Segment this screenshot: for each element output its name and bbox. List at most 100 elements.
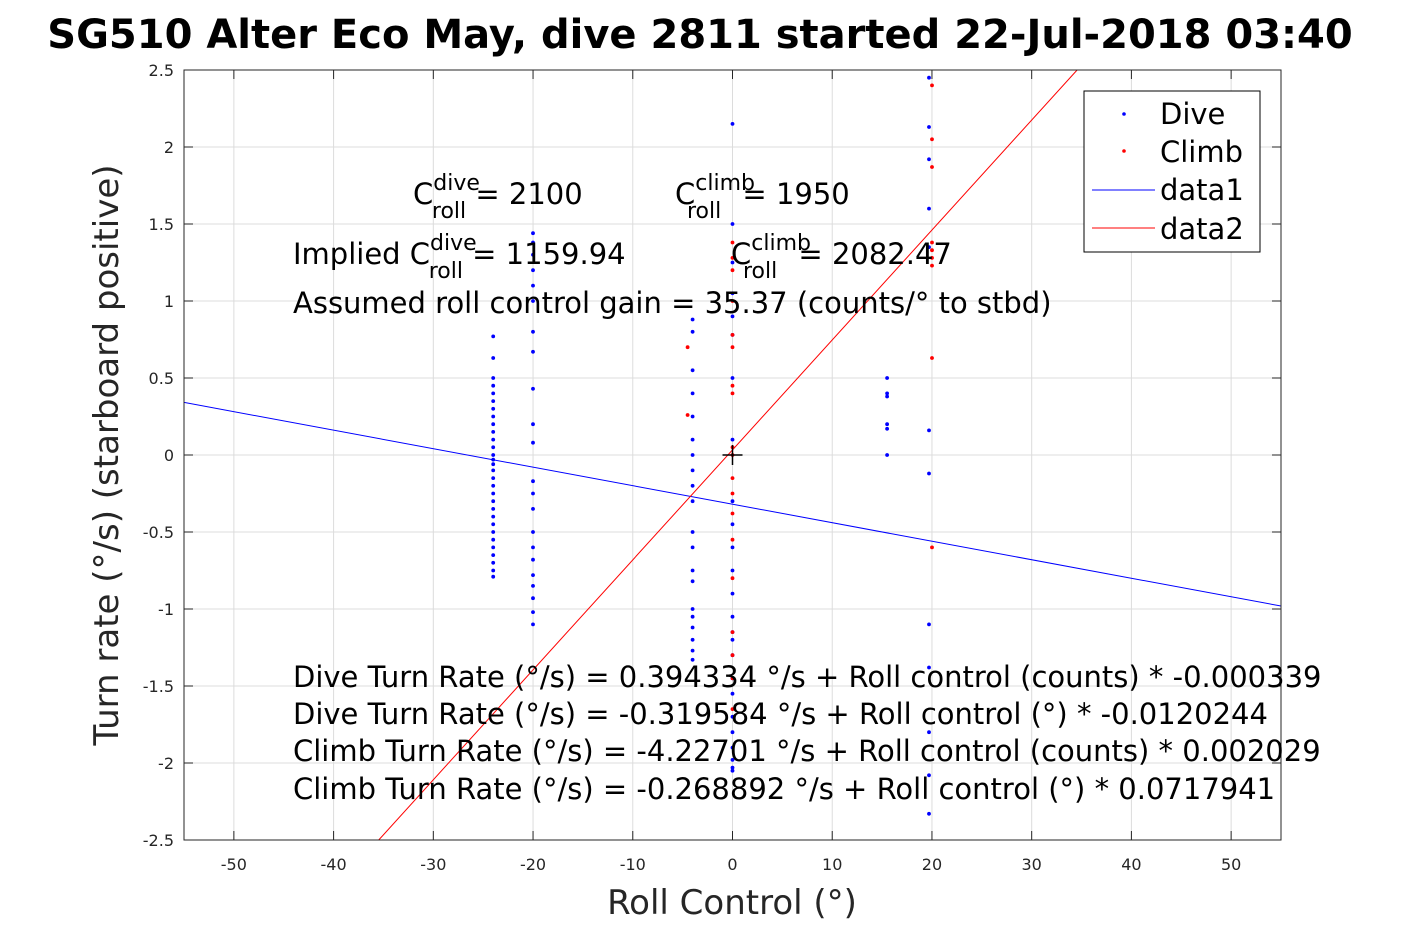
point-dive: [690, 530, 695, 534]
point-dive: [730, 637, 735, 642]
point-dive: [531, 231, 535, 236]
point-dive: [927, 811, 931, 816]
annotation-implied-climb: Cclimb roll = 2082.47: [731, 231, 952, 284]
y-tick-label: -1.5: [143, 677, 174, 696]
x-tick-labels: -50 -40 -30 -20 -10 0 10 20 30 40 50: [221, 855, 1242, 874]
point-dive: [491, 437, 496, 442]
point-dive: [491, 399, 496, 403]
point-dive: [491, 530, 496, 534]
point-dive: [491, 445, 496, 450]
point-dive: [531, 268, 535, 273]
point-climb: [930, 137, 934, 142]
annotation-implied-dive: Implied Cdive roll = 1159.94: [293, 231, 626, 284]
point-dive: [531, 573, 535, 577]
legend: Dive Climb data1 data2: [1083, 90, 1261, 253]
point-climb: [730, 676, 735, 681]
point-dive: [491, 537, 496, 542]
point-climb: [730, 707, 735, 711]
legend-data2-label: data2: [1160, 212, 1244, 246]
legend-climb-swatch: [1122, 149, 1126, 153]
point-dive: [491, 414, 496, 419]
x-tick-label: 10: [822, 855, 842, 874]
point-climb: [930, 240, 934, 245]
point-dive: [730, 758, 735, 762]
point-climb: [730, 383, 735, 388]
point-dive: [491, 422, 496, 427]
point-dive: [690, 329, 695, 334]
point-dive: [491, 383, 496, 388]
point-dive: [730, 222, 735, 226]
y-tick-label: 0: [164, 446, 174, 465]
legend-data1-label: data1: [1160, 173, 1244, 207]
point-dive: [531, 349, 535, 354]
point-climb: [730, 333, 735, 337]
x-tick-label: 0: [727, 855, 737, 874]
point-dive: [491, 491, 496, 496]
annotation-c-climb: Cclimb roll = 1950: [675, 171, 850, 224]
point-dive: [927, 206, 931, 211]
point-dive: [927, 125, 931, 129]
point-climb: [730, 240, 735, 245]
point-dive: [491, 514, 496, 519]
y-tick-label: -1: [158, 600, 174, 619]
point-climb: [730, 576, 735, 581]
point-dive: [690, 625, 695, 630]
point-dive: [885, 391, 889, 396]
point-dive: [531, 557, 535, 562]
x-tick-label: -40: [321, 855, 347, 874]
point-dive: [730, 614, 735, 619]
point-dive: [531, 283, 535, 288]
point-dive: [491, 545, 496, 550]
point-dive: [531, 479, 535, 484]
point-dive: [690, 317, 695, 322]
x-axis-label: Roll Control (°): [607, 883, 857, 923]
point-dive: [491, 406, 496, 411]
point-dive: [531, 584, 535, 588]
x-tick-label: -10: [620, 855, 646, 874]
point-dive: [730, 591, 735, 596]
fit-line-data1: [184, 401, 1281, 607]
point-dive: [531, 422, 535, 427]
point-dive: [690, 368, 695, 373]
x-tick-label: -50: [221, 855, 247, 874]
point-dive: [690, 579, 695, 584]
point-dive: [885, 422, 889, 427]
point-dive: [690, 483, 695, 488]
point-climb: [730, 491, 735, 496]
y-tick-label: 1.5: [149, 215, 174, 234]
point-dive: [730, 522, 735, 527]
annotation-c-dive: Cdive roll = 2100: [413, 171, 583, 224]
point-dive: [730, 437, 735, 442]
point-climb: [730, 391, 735, 396]
point-climb: [685, 413, 690, 417]
point-dive: [531, 252, 535, 257]
annotation-eq2: Dive Turn Rate (°/s) = -0.319584 °/s + R…: [293, 697, 1268, 731]
point-dive: [491, 430, 496, 434]
point-dive: [927, 157, 931, 162]
point-dive: [531, 491, 535, 496]
legend-dive-swatch: [1122, 112, 1126, 116]
point-dive: [491, 568, 496, 573]
point-dive: [491, 507, 496, 511]
point-dive: [690, 499, 695, 504]
point-dive: [531, 622, 535, 627]
x-tick-label: 30: [1022, 855, 1042, 874]
point-climb: [930, 263, 934, 268]
chart-title: SG510 Alter Eco May, dive 2811 started 2…: [47, 12, 1352, 58]
point-dive: [491, 560, 496, 565]
y-axis-label: Turn rate (°/s) (starboard positive): [87, 164, 127, 746]
data-points: [491, 75, 934, 816]
y-tick-label: -0.5: [143, 523, 174, 542]
point-dive: [927, 245, 931, 250]
x-tick-label: 20: [922, 855, 942, 874]
plot-frame: [183, 69, 1282, 841]
point-climb: [730, 537, 735, 542]
point-dive: [690, 607, 695, 611]
point-climb: [730, 511, 735, 516]
y-tick-label: 1: [164, 292, 174, 311]
point-dive: [491, 476, 496, 480]
point-dive: [491, 457, 496, 462]
annotation-gain: Assumed roll control gain = 35.37 (count…: [293, 286, 1052, 320]
point-dive: [491, 553, 496, 557]
